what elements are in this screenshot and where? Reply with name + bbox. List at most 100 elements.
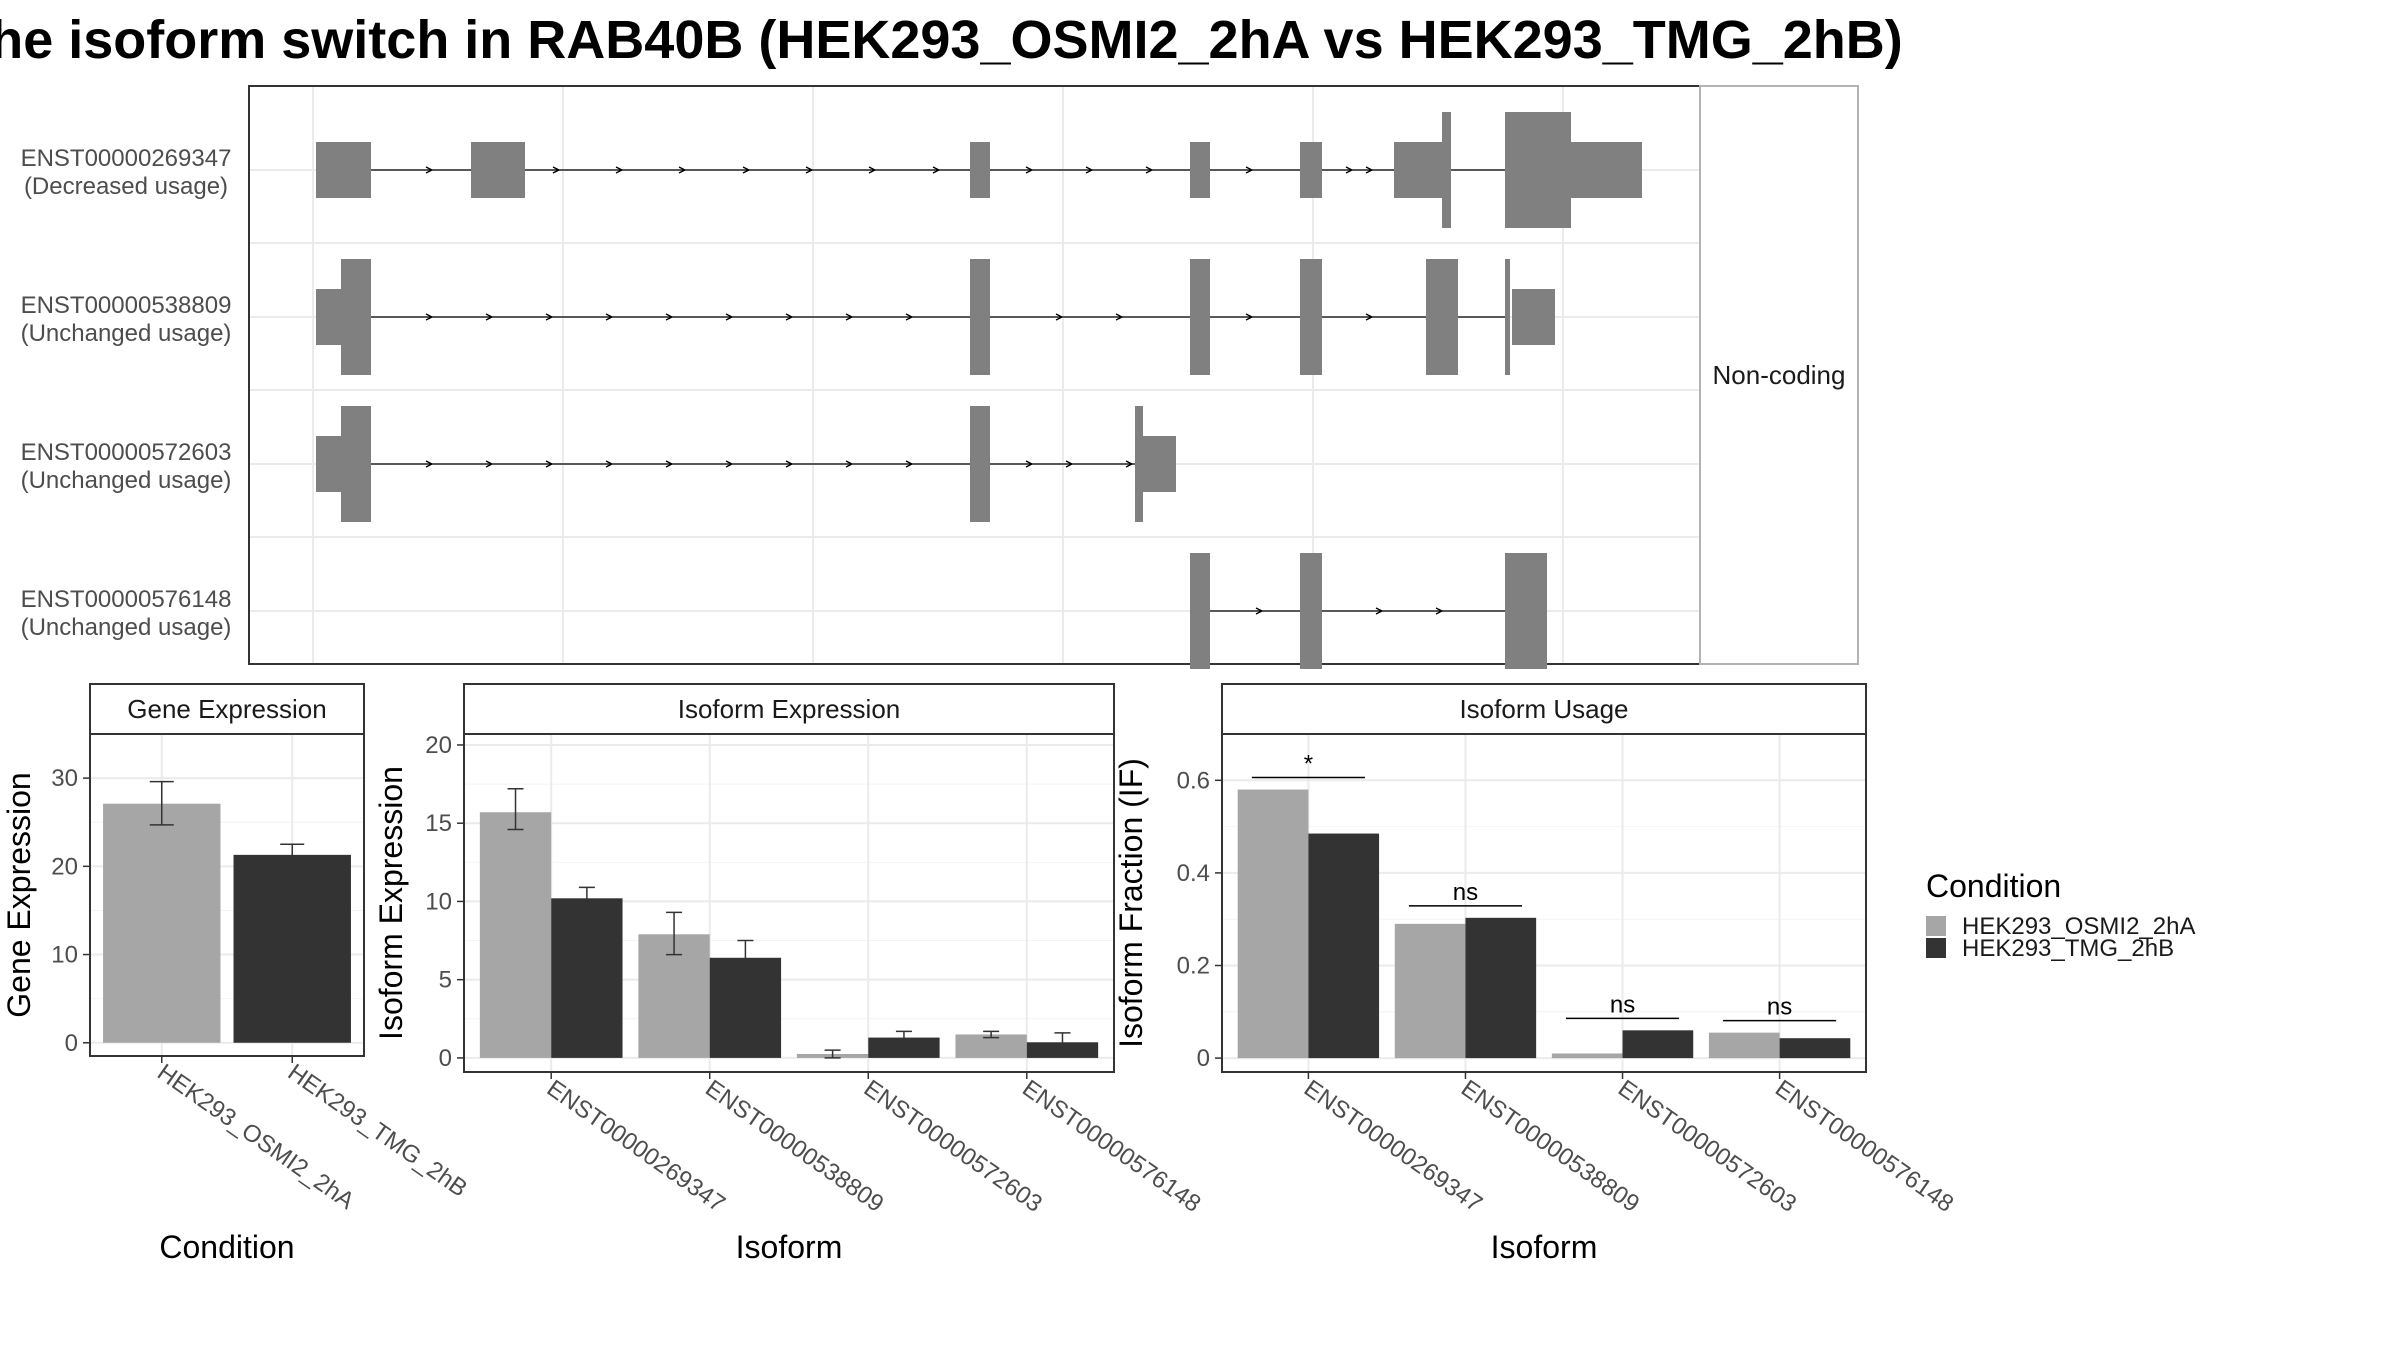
transcript-row-ENST00000269347: ENST00000269347(Decreased usage): [21, 112, 1642, 228]
intron-direction-arrow: [485, 460, 494, 468]
structure-strip-label: Non-coding: [1713, 360, 1846, 390]
intron-direction-arrow: [1025, 166, 1034, 174]
exon: [341, 406, 371, 522]
exon: [1190, 142, 1210, 198]
intron-direction-arrow: [725, 313, 734, 321]
exon: [1190, 259, 1210, 375]
transcript-row-ENST00000572603: ENST00000572603(Unchanged usage): [21, 406, 1176, 522]
intron-direction-arrow: [425, 313, 434, 321]
bar: [1708, 1032, 1780, 1059]
exon: [1143, 436, 1176, 492]
transcript-usage-label: (Unchanged usage): [21, 320, 232, 347]
transcript-row-ENST00000538809: ENST00000538809(Unchanged usage): [21, 259, 1555, 375]
bar: [868, 1037, 940, 1058]
y-tick-label: 20: [425, 732, 452, 759]
bar: [479, 812, 552, 1058]
y-axis-title: Isoform Expression: [373, 766, 409, 1040]
exon: [1394, 142, 1446, 198]
intron-direction-arrow: [1435, 607, 1444, 615]
exon: [316, 142, 371, 198]
x-axis-title: Condition: [159, 1229, 294, 1265]
panel-strip: [89, 683, 365, 735]
legend-title: Condition: [1926, 868, 2061, 904]
exon: [1300, 553, 1322, 669]
intron-direction-arrow: [1025, 460, 1034, 468]
exon: [1135, 406, 1143, 522]
intron-direction-arrow: [552, 166, 561, 174]
intron-direction-arrow: [1365, 313, 1374, 321]
transcript-id-label: ENST00000538809: [21, 292, 232, 319]
intron-direction-arrow: [785, 313, 794, 321]
exon: [1505, 112, 1571, 228]
intron-direction-arrow: [845, 313, 854, 321]
intron-direction-arrow: [1345, 166, 1354, 174]
intron-direction-arrow: [845, 460, 854, 468]
intron-direction-arrow: [868, 166, 877, 174]
intron-direction-arrow: [1365, 166, 1374, 174]
exon: [1300, 142, 1322, 198]
y-tick-label: 0: [439, 1045, 452, 1072]
legend-label-a: HEK293_OSMI2_2hA: [1962, 913, 2195, 940]
condition-legend: Condition HEK293_OSMI2_2hA HEK293_TMG_2h…: [1926, 868, 2195, 962]
intron-direction-arrow: [485, 313, 494, 321]
exon: [316, 289, 341, 345]
panel-strip-title: Gene Expression: [127, 694, 326, 724]
bar: [709, 957, 782, 1058]
legend-label-b: HEK293_TMG_2hB: [1962, 935, 2174, 962]
intron-direction-arrow: [1085, 166, 1094, 174]
intron-direction-arrow: [1375, 607, 1384, 615]
panel-border: [1221, 733, 1867, 1073]
bar: [1394, 923, 1466, 1059]
bar: [551, 898, 623, 1058]
exon: [1190, 553, 1210, 669]
transcript-structure-panel: Non-coding ENST00000269347(Decreased usag…: [21, 85, 1859, 669]
intron-direction-arrow: [742, 166, 751, 174]
intron-direction-arrow: [905, 460, 914, 468]
intron-direction-arrow: [1245, 166, 1254, 174]
significance-label: ns: [1610, 991, 1635, 1018]
intron-direction-arrow: [1055, 313, 1064, 321]
exon: [471, 142, 525, 198]
intron-direction-arrow: [725, 460, 734, 468]
x-axis-title: Isoform: [736, 1229, 843, 1265]
gene-expression-panel: Gene Expression0102030HEK293_OSMI2_2hAHE…: [1, 683, 472, 1265]
panel-strip-title: Isoform Expression: [678, 694, 901, 724]
intron-direction-arrow: [545, 313, 554, 321]
isoform-usage-panel: Isoform Usage00.20.40.6*ENST00000269347n…: [1113, 683, 1958, 1265]
exon: [1300, 259, 1322, 375]
bar: [233, 854, 351, 1043]
exon: [1426, 259, 1458, 375]
intron-direction-arrow: [665, 460, 674, 468]
intron-direction-arrow: [1245, 313, 1254, 321]
y-tick-label: 20: [51, 853, 78, 880]
legend-swatch-a: [1926, 916, 1946, 936]
transcript-row-ENST00000576148: ENST00000576148(Unchanged usage): [21, 553, 1547, 669]
exon: [970, 259, 990, 375]
intron-direction-arrow: [1115, 313, 1124, 321]
transcript-id-label: ENST00000576148: [21, 586, 232, 613]
intron-direction-arrow: [615, 166, 624, 174]
intron-direction-arrow: [1255, 607, 1264, 615]
bar: [1779, 1038, 1851, 1059]
intron-direction-arrow: [425, 166, 434, 174]
intron-direction-arrow: [678, 166, 687, 174]
y-tick-label: 0.2: [1177, 953, 1210, 980]
significance-label: *: [1304, 751, 1313, 778]
bar: [1465, 917, 1537, 1059]
y-tick-label: 0: [65, 1030, 78, 1057]
bar: [1622, 1030, 1694, 1059]
exon: [1505, 553, 1547, 669]
intron-direction-arrow: [605, 313, 614, 321]
exon: [316, 436, 341, 492]
significance-label: ns: [1767, 994, 1792, 1021]
intron-direction-arrow: [932, 166, 941, 174]
panel-border: [89, 733, 365, 1057]
exon: [970, 142, 990, 198]
y-tick-label: 0.6: [1177, 767, 1210, 794]
intron-direction-arrow: [1125, 460, 1134, 468]
y-tick-label: 30: [51, 765, 78, 792]
y-tick-label: 0.4: [1177, 860, 1210, 887]
intron-direction-arrow: [1065, 460, 1074, 468]
bar: [1308, 833, 1380, 1059]
significance-label: ns: [1453, 879, 1478, 906]
